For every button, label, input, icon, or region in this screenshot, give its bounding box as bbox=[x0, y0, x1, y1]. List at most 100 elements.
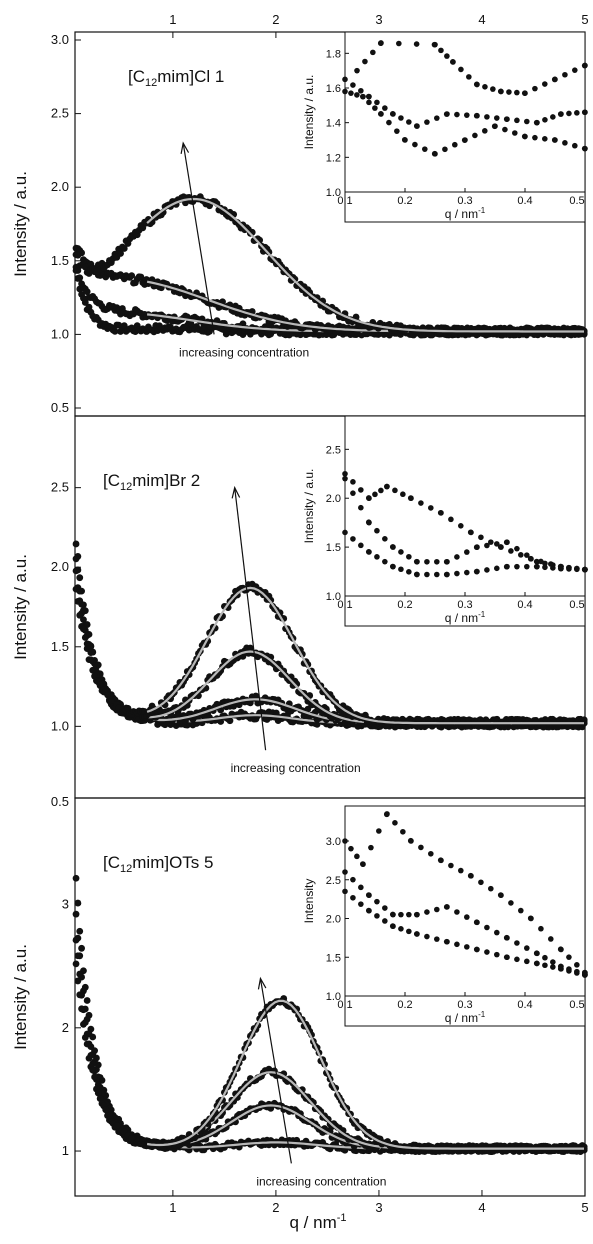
x-axis-label-sup: -1 bbox=[337, 1212, 347, 1224]
inset-data-point bbox=[390, 911, 396, 918]
data-point bbox=[76, 991, 84, 999]
inset-data-point bbox=[518, 552, 524, 558]
data-point bbox=[91, 1073, 98, 1081]
inset-y-tick-label: 2.5 bbox=[326, 444, 341, 456]
inset-data-point bbox=[358, 884, 364, 891]
inset-data-point bbox=[366, 549, 372, 555]
inset-data-point bbox=[468, 529, 474, 536]
inset-data-point bbox=[524, 945, 530, 951]
inset-data-point bbox=[488, 539, 494, 545]
inset-data-point bbox=[464, 112, 470, 118]
inset-data-point bbox=[478, 879, 484, 886]
data-point bbox=[120, 245, 128, 252]
inset-data-point bbox=[482, 84, 488, 90]
inset-data-point bbox=[524, 552, 530, 558]
inset-series-1 bbox=[342, 88, 588, 157]
data-point bbox=[226, 717, 234, 725]
inset-data-point bbox=[474, 946, 480, 953]
inset-data-point bbox=[428, 505, 434, 511]
inset-data-point bbox=[406, 911, 412, 918]
inset-data-point bbox=[484, 114, 490, 120]
inset-data-point bbox=[342, 475, 348, 482]
inset-data-point bbox=[484, 567, 490, 573]
inset-y-tick-label: 1.0 bbox=[326, 187, 341, 199]
inset-data-point bbox=[400, 828, 406, 835]
inset-y-tick-label: 2.0 bbox=[326, 914, 341, 926]
top-tick-label: 5 bbox=[581, 12, 588, 27]
inset-data-point bbox=[542, 117, 548, 123]
inset-data-point bbox=[574, 110, 580, 116]
bottom-tick-label: 4 bbox=[478, 1200, 485, 1215]
inset-data-point bbox=[482, 128, 488, 134]
inset-data-point bbox=[366, 495, 372, 502]
inset-data-point bbox=[418, 844, 424, 851]
data-point bbox=[85, 1054, 93, 1062]
data-point bbox=[76, 574, 84, 582]
inset-data-point bbox=[370, 49, 376, 56]
inset-data-point bbox=[468, 873, 474, 879]
y-tick-label: 2 bbox=[62, 1020, 69, 1035]
inset-data-point bbox=[548, 936, 554, 942]
inset-data-point bbox=[428, 850, 434, 857]
data-point bbox=[187, 320, 195, 328]
inset-data-point bbox=[474, 568, 480, 575]
inset-data-point bbox=[498, 88, 504, 95]
inset-x-tick-label: 0.3 bbox=[457, 195, 472, 207]
inset-data-point bbox=[494, 951, 500, 958]
data-point bbox=[72, 555, 80, 563]
trend-arrow-shaft bbox=[259, 978, 292, 1164]
inset-data-point bbox=[438, 47, 444, 54]
inset-data-point bbox=[528, 556, 534, 562]
inset-data-point bbox=[402, 137, 408, 143]
inset-data-point bbox=[454, 909, 460, 915]
y-tick-label: 2.5 bbox=[51, 480, 69, 495]
inset-data-point bbox=[350, 536, 356, 542]
data-point bbox=[239, 652, 247, 660]
y-tick-label: 0.5 bbox=[51, 794, 69, 809]
inset-data-point bbox=[552, 76, 558, 83]
inset-data-point bbox=[458, 66, 464, 73]
inset-data-point bbox=[374, 554, 380, 560]
inset-data-point bbox=[424, 119, 430, 125]
inset-data-point bbox=[562, 71, 568, 78]
y-axis-label: Intensity / a.u. bbox=[11, 171, 30, 277]
inset-y-tick-label: 1.5 bbox=[326, 542, 341, 554]
trend-arrow-head bbox=[257, 976, 267, 990]
y-tick-label: 2.0 bbox=[51, 559, 69, 574]
inset-x-tick-label: 0.1 bbox=[337, 999, 352, 1011]
inset-data-point bbox=[374, 898, 380, 905]
inset-data-point bbox=[534, 950, 540, 957]
inset-x-label: q / nm-1 bbox=[445, 206, 486, 221]
inset-data-point bbox=[574, 565, 580, 572]
inset-data-point bbox=[542, 136, 548, 142]
inset-series-2 bbox=[342, 869, 588, 978]
inset-data-point bbox=[514, 563, 520, 570]
inset-data-point bbox=[444, 938, 450, 945]
fit-line bbox=[146, 999, 584, 1150]
inset-data-point bbox=[508, 900, 514, 906]
data-point bbox=[74, 977, 82, 985]
data-point bbox=[72, 936, 80, 944]
inset-data-point bbox=[534, 119, 540, 126]
inset-data-point bbox=[552, 137, 558, 143]
inset-data-point bbox=[542, 564, 548, 571]
inset-data-point bbox=[408, 495, 414, 502]
inset-data-point bbox=[398, 115, 404, 121]
panel-2: 1.0 1.5 2.0 2.5 Intensity / a.u. [C12mim]Br 2… bbox=[11, 415, 588, 799]
inset-data-point bbox=[342, 88, 348, 95]
inset-data-point bbox=[566, 954, 572, 960]
inset-data-point bbox=[358, 542, 364, 549]
data-point bbox=[460, 716, 468, 724]
inset-x-tick-label: 0.4 bbox=[517, 195, 532, 207]
inset-data-point bbox=[424, 558, 430, 565]
inset-data-point bbox=[414, 931, 420, 937]
inset-data-point bbox=[434, 571, 440, 578]
inset-data-point bbox=[392, 820, 398, 826]
inset-data-point bbox=[444, 53, 450, 59]
inset-data-point bbox=[464, 549, 470, 555]
inset-y-tick-label: 1.8 bbox=[326, 48, 341, 60]
annotation-label: increasing concentration bbox=[256, 1174, 386, 1188]
inset-x-label: q / nm-1 bbox=[445, 610, 486, 625]
data-point bbox=[580, 327, 588, 335]
